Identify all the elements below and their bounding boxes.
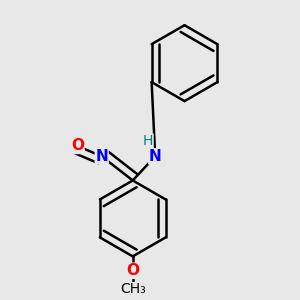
Text: O: O (71, 139, 84, 154)
Text: CH₃: CH₃ (120, 282, 146, 296)
Text: N: N (95, 149, 108, 164)
Text: N: N (149, 149, 162, 164)
Text: O: O (126, 263, 139, 278)
Text: H: H (143, 134, 154, 148)
